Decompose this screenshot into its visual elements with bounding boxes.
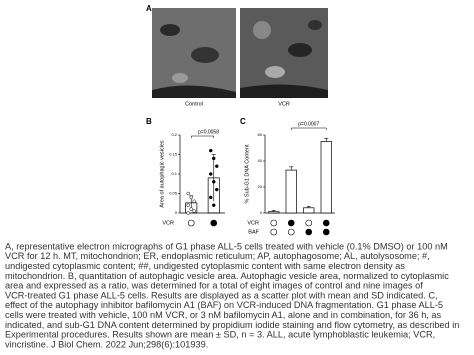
- y-tick-label: 0: [175, 210, 178, 215]
- data-point: [209, 172, 213, 176]
- data-point: [192, 209, 196, 213]
- data-point: [212, 156, 216, 161]
- data-point: [212, 180, 216, 184]
- y-tick-label: 0.2: [171, 132, 177, 137]
- treatment-symbol: [322, 228, 330, 236]
- treatment-label: VCR: [247, 220, 259, 226]
- panel-label: B: [146, 117, 152, 126]
- significance-bracket: [191, 135, 214, 138]
- p-value: p=0.0007: [298, 121, 319, 127]
- caption-line: undigested cytoplasmic content; ##, undi…: [5, 261, 405, 271]
- bar: [268, 211, 280, 214]
- y-tick-label: 0.1: [171, 171, 177, 176]
- y-tick-label: 0.15: [169, 152, 178, 157]
- treatment-symbol: [322, 219, 330, 227]
- p-value: p=0.0058: [198, 129, 219, 135]
- caption-line: VCR for 12 h. MT, mitochondrion; ER, end…: [5, 251, 430, 261]
- y-axis-label: Area of autophagic vesicles: [159, 140, 165, 208]
- bar: [320, 141, 332, 214]
- em-images: [152, 8, 328, 98]
- y-axis-label: % Sub-G1 DNA Content: [244, 144, 250, 203]
- treatment-symbol: [270, 219, 278, 227]
- caption-line: area and expressed as a ratio, was deter…: [5, 281, 423, 291]
- data-point: [209, 195, 213, 200]
- panel-label: C: [240, 117, 246, 126]
- treatment-symbol: [287, 228, 295, 236]
- caption-line: vincristine. J Biol Chem. 2022 Jun;298(6…: [5, 339, 208, 349]
- panel-label: A: [146, 4, 152, 13]
- treatment-symbol: [305, 228, 313, 236]
- data-point: [192, 199, 196, 204]
- y-tick-label: 0.05: [169, 191, 178, 196]
- y-tick-label: 40: [258, 158, 263, 163]
- data-point: [189, 195, 193, 200]
- data-point: [212, 203, 216, 207]
- data-point: [215, 187, 219, 192]
- bar: [303, 207, 315, 214]
- caption-line: indicated, and sub-G1 DNA content determ…: [5, 320, 459, 330]
- treatment-label: BAF: [248, 229, 259, 235]
- treatment-symbol: [187, 219, 195, 227]
- y-tick-label: 0: [260, 210, 263, 215]
- y-tick-label: 60: [258, 132, 263, 137]
- treatment-symbol: [270, 228, 278, 236]
- treatment-symbol: [305, 219, 313, 227]
- caption-line: VCR-treated G1 phase ALL-5 cells. Result…: [5, 290, 438, 300]
- data-point: [209, 148, 213, 153]
- treatment-symbol: [287, 219, 295, 227]
- caption-line: cells were treated with vehicle, 100 nM …: [5, 310, 442, 320]
- bar: [285, 169, 297, 214]
- data-point: [189, 207, 193, 211]
- data-point: [186, 203, 190, 207]
- caption-line: mitochondrion. B, quantitation of autoph…: [5, 271, 449, 281]
- image-label: VCR: [278, 101, 290, 107]
- treatment-symbol: [210, 219, 218, 227]
- caption-line: effect of the autophagy inhibitor bafilo…: [5, 300, 443, 310]
- caption-line: Experimental procedures. Results shown a…: [5, 330, 435, 340]
- significance-bracket: [291, 127, 327, 130]
- image-label: Control: [185, 101, 203, 107]
- treatment-label: VCR: [162, 220, 174, 226]
- data-point: [186, 191, 190, 196]
- data-point: [215, 164, 219, 168]
- caption-line: A, representative electron micrographs o…: [5, 241, 448, 251]
- data-point: [186, 211, 190, 215]
- y-tick-label: 20: [258, 184, 263, 189]
